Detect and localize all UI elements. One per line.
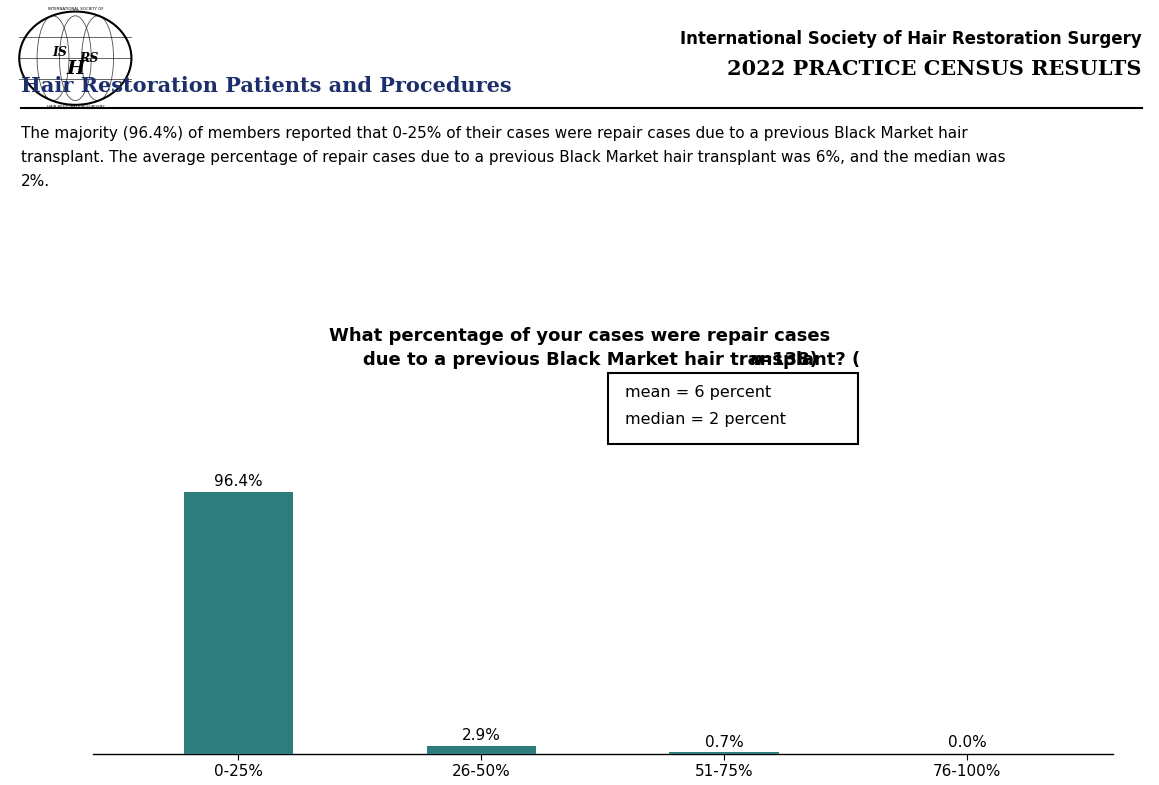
Text: transplant. The average percentage of repair cases due to a previous Black Marke: transplant. The average percentage of re… — [21, 150, 1006, 165]
Text: 96.4%: 96.4% — [214, 474, 263, 490]
Text: HAIR RESTORATION SURGERY: HAIR RESTORATION SURGERY — [46, 105, 104, 109]
Text: IS: IS — [52, 46, 67, 60]
Bar — [670, 752, 779, 754]
Text: =138): =138) — [757, 351, 818, 369]
Text: 0.7%: 0.7% — [705, 736, 743, 750]
Text: n: n — [749, 351, 761, 369]
Text: 2.9%: 2.9% — [461, 728, 501, 743]
Text: Hair Restoration Patients and Procedures: Hair Restoration Patients and Procedures — [21, 76, 511, 96]
Text: INTERNATIONAL SOCIETY OF: INTERNATIONAL SOCIETY OF — [48, 7, 103, 12]
Bar — [184, 492, 293, 754]
Bar — [427, 746, 535, 754]
Text: mean = 6 percent: mean = 6 percent — [625, 385, 771, 400]
Text: due to a previous Black Market hair transplant? ( =138): due to a previous Black Market hair tran… — [298, 351, 861, 369]
Text: International Society of Hair Restoration Surgery: International Society of Hair Restoratio… — [680, 30, 1142, 48]
Text: What percentage of your cases were repair cases: What percentage of your cases were repai… — [329, 327, 830, 345]
Text: 2%.: 2%. — [21, 174, 50, 189]
Text: 2022 PRACTICE CENSUS RESULTS: 2022 PRACTICE CENSUS RESULTS — [727, 59, 1142, 78]
Text: RS: RS — [80, 52, 99, 64]
Text: due to a previous Black Market hair transplant? (: due to a previous Black Market hair tran… — [363, 351, 860, 369]
Text: H: H — [66, 60, 85, 78]
Text: median = 2 percent: median = 2 percent — [625, 412, 786, 427]
Text: The majority (96.4%) of members reported that 0-25% of their cases were repair c: The majority (96.4%) of members reported… — [21, 126, 968, 141]
Text: 0.0%: 0.0% — [948, 736, 986, 750]
